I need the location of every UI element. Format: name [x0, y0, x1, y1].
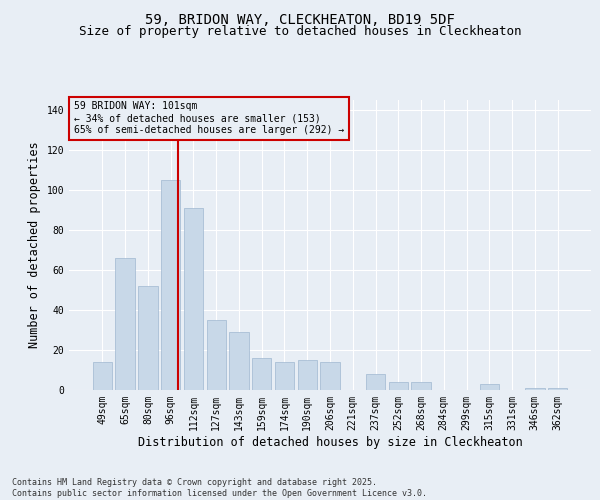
- Bar: [479, 384, 499, 390]
- Bar: [320, 362, 340, 390]
- Bar: [161, 180, 181, 390]
- Text: Contains HM Land Registry data © Crown copyright and database right 2025.
Contai: Contains HM Land Registry data © Crown c…: [12, 478, 427, 498]
- Bar: [298, 360, 317, 390]
- Bar: [412, 382, 431, 390]
- Bar: [93, 362, 112, 390]
- Bar: [115, 258, 135, 390]
- Bar: [184, 208, 203, 390]
- Bar: [525, 388, 545, 390]
- Bar: [206, 320, 226, 390]
- Text: Size of property relative to detached houses in Cleckheaton: Size of property relative to detached ho…: [79, 25, 521, 38]
- Bar: [275, 362, 294, 390]
- Bar: [389, 382, 408, 390]
- X-axis label: Distribution of detached houses by size in Cleckheaton: Distribution of detached houses by size …: [137, 436, 523, 448]
- Y-axis label: Number of detached properties: Number of detached properties: [28, 142, 41, 348]
- Text: 59 BRIDON WAY: 101sqm
← 34% of detached houses are smaller (153)
65% of semi-det: 59 BRIDON WAY: 101sqm ← 34% of detached …: [74, 102, 344, 134]
- Bar: [138, 286, 158, 390]
- Bar: [252, 358, 271, 390]
- Text: 59, BRIDON WAY, CLECKHEATON, BD19 5DF: 59, BRIDON WAY, CLECKHEATON, BD19 5DF: [145, 12, 455, 26]
- Bar: [366, 374, 385, 390]
- Bar: [548, 388, 567, 390]
- Bar: [229, 332, 248, 390]
